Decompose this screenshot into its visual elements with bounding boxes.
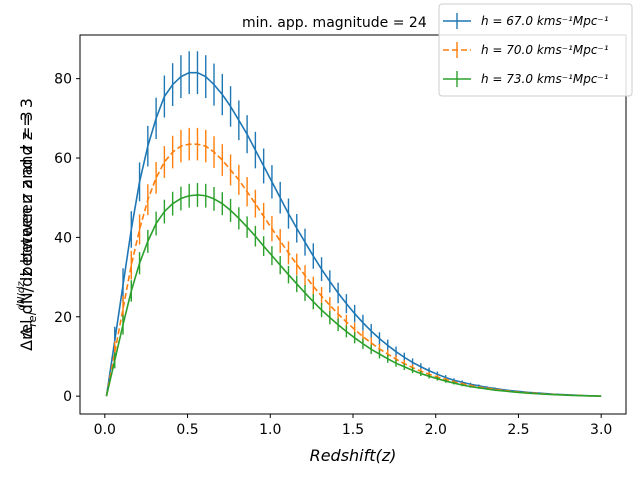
legend-box [438, 3, 633, 97]
x-tick-label: 2.5 [507, 422, 529, 438]
x-tick-label: 3.0 [590, 422, 612, 438]
x-tick-label: 1.5 [342, 422, 364, 438]
x-tick-label: 2.0 [425, 422, 447, 438]
y-axis: 0 20 40 60 80 [54, 72, 80, 405]
x-axis-label: Redshift(z) [310, 446, 397, 465]
y-tick-label: 20 [54, 310, 72, 326]
y-tick-label: 0 [63, 389, 72, 405]
legend-label: h = 73.0 kms⁻¹Mpc⁻¹ [481, 72, 609, 86]
y-axis-label-text: Δrel dN/dz between z and z = 3 [17, 98, 36, 351]
x-axis-label-text: Redshift(z) [310, 446, 397, 465]
legend-label: h = 67.0 kms⁻¹Mpc⁻¹ [481, 14, 609, 28]
plot-area [105, 51, 602, 397]
y-tick-label: 80 [54, 72, 72, 88]
legend-item: h = 73.0 kms⁻¹Mpc⁻¹ [443, 71, 609, 87]
x-axis: 0.0 0.5 1.0 1.5 2.0 2.5 3.0 [94, 414, 612, 438]
y-axis-label: Δrel dN/dz between z and z = 3 ΔreldN/dz… [16, 98, 39, 351]
legend-item: h = 70.0 kms⁻¹Mpc⁻¹ [443, 42, 609, 58]
chart-title: min. app. magnitude = 24 [242, 15, 427, 31]
legend: h = 67.0 kms⁻¹Mpc⁻¹ h = 70.0 kms⁻¹Mpc⁻¹ h … [438, 3, 633, 97]
series-3 [105, 183, 602, 397]
y-tick-label: 40 [54, 230, 72, 246]
legend-label: h = 70.0 kms⁻¹Mpc⁻¹ [481, 43, 609, 57]
legend-item: h = 67.0 kms⁻¹Mpc⁻¹ [443, 13, 609, 29]
x-tick-label: 0.0 [94, 422, 116, 438]
y-axis-label-rendering: ΔreldN/dz between z and z = 3 [16, 111, 39, 337]
x-tick-label: 0.5 [176, 422, 198, 438]
y-tick-label: 60 [54, 151, 72, 167]
x-tick-label: 1.0 [259, 422, 281, 438]
